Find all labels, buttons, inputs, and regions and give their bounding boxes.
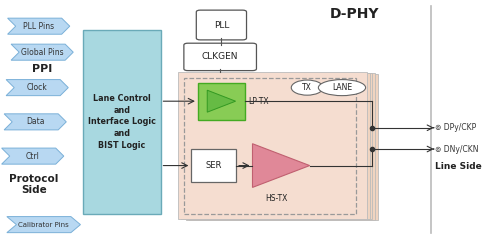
FancyBboxPatch shape <box>184 43 256 71</box>
Polygon shape <box>6 80 68 96</box>
Polygon shape <box>2 148 64 164</box>
FancyBboxPatch shape <box>184 73 372 219</box>
Text: Clock: Clock <box>27 83 48 92</box>
Text: Global Pins: Global Pins <box>21 48 63 57</box>
FancyBboxPatch shape <box>84 30 160 214</box>
FancyBboxPatch shape <box>181 73 370 219</box>
Text: Lane Control
and
Interface Logic
and
BIST Logic: Lane Control and Interface Logic and BIS… <box>88 94 156 150</box>
Circle shape <box>292 80 323 95</box>
FancyBboxPatch shape <box>186 73 375 220</box>
Text: CLKGEN: CLKGEN <box>202 52 238 61</box>
Text: HS-TX: HS-TX <box>266 194 287 202</box>
Polygon shape <box>11 44 73 60</box>
Ellipse shape <box>318 80 366 96</box>
Text: Protocol
Side: Protocol Side <box>9 174 58 195</box>
Text: PLL Pins: PLL Pins <box>23 22 54 31</box>
Polygon shape <box>7 217 80 233</box>
FancyBboxPatch shape <box>198 83 245 120</box>
Text: Line Side: Line Side <box>436 162 482 171</box>
Text: TX: TX <box>302 83 312 92</box>
FancyBboxPatch shape <box>192 149 236 182</box>
Text: Calibrator Pins: Calibrator Pins <box>18 222 69 228</box>
Text: Data: Data <box>26 117 44 126</box>
Bar <box>184 78 356 214</box>
FancyBboxPatch shape <box>196 10 246 40</box>
Text: D-PHY: D-PHY <box>330 7 379 21</box>
Text: ⊚ DNy/CKN: ⊚ DNy/CKN <box>436 145 479 153</box>
FancyBboxPatch shape <box>189 74 378 220</box>
Text: LANE: LANE <box>332 83 352 92</box>
Text: ⊚ DPy/CKP: ⊚ DPy/CKP <box>436 123 476 132</box>
Text: SER: SER <box>206 161 222 170</box>
Text: LP-TX: LP-TX <box>248 97 268 106</box>
Text: PPI: PPI <box>32 64 52 74</box>
Text: PLL: PLL <box>214 21 229 29</box>
Polygon shape <box>207 90 236 112</box>
Text: Ctrl: Ctrl <box>26 152 40 161</box>
FancyBboxPatch shape <box>178 72 367 219</box>
Polygon shape <box>4 114 66 130</box>
Polygon shape <box>252 144 310 187</box>
Polygon shape <box>8 18 70 34</box>
